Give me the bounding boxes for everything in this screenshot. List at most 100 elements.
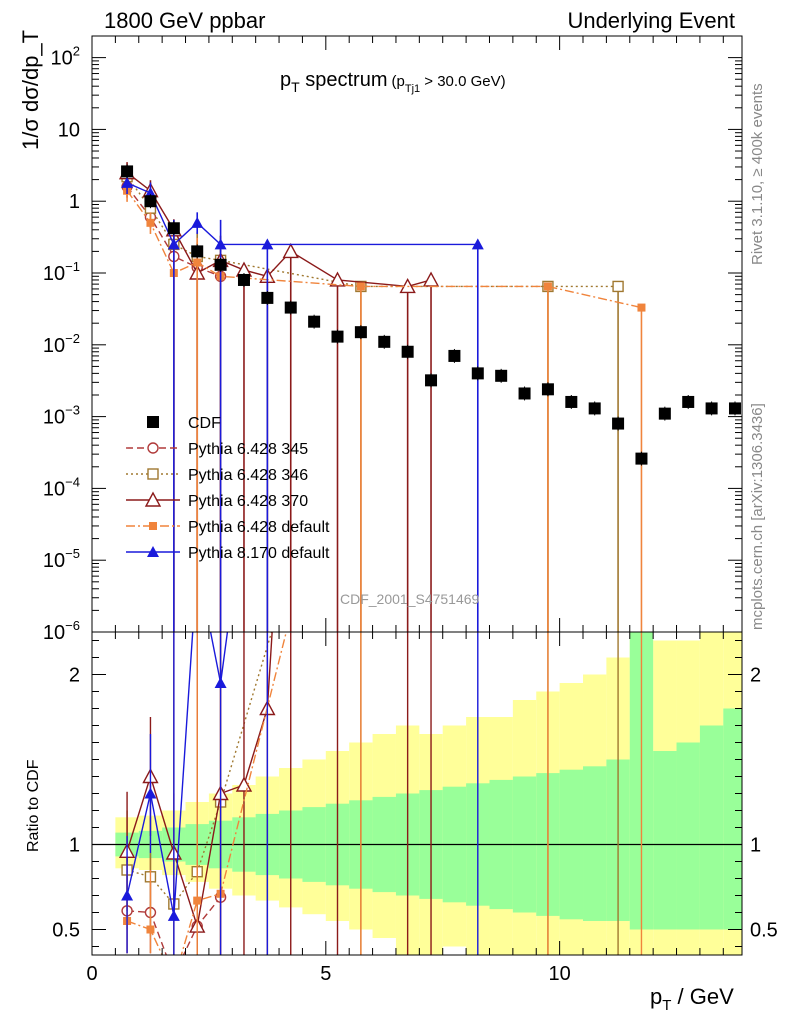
ratio-point <box>235 776 253 792</box>
legend-label: Pythia 6.428 370 <box>188 493 308 510</box>
cdf-point <box>565 395 578 408</box>
side-note-top: Rivet 3.1.10, ≥ 400k events <box>749 83 766 265</box>
y-tick-mantissa: 10 <box>43 335 65 357</box>
series-ratio-line <box>126 632 287 955</box>
ratio-tick-label-right: 0.5 <box>750 920 778 942</box>
legend-entry: Pythia 6.428 370 <box>126 491 308 510</box>
cdf-point <box>214 258 227 271</box>
legend-marker <box>149 522 157 530</box>
series-ratio-4 <box>121 632 479 955</box>
x-axis-label: pT / GeV <box>650 984 734 1014</box>
data-point <box>214 238 227 250</box>
data-point <box>282 242 299 259</box>
main-panel-frame <box>91 35 743 633</box>
data-point <box>329 271 346 287</box>
series-line <box>126 186 221 277</box>
x-tick-label: 0 <box>86 963 97 985</box>
y-tick-label: 10−3 <box>43 403 80 429</box>
data-point <box>191 216 204 228</box>
ratio-tick-label-right: 1 <box>750 835 761 857</box>
y-tick-mantissa: 10 <box>43 263 65 285</box>
ratio-band-inner <box>723 708 742 930</box>
cdf-point <box>237 273 250 286</box>
ratio-point <box>121 889 134 901</box>
data-point <box>471 238 484 250</box>
ratio-tick-label: 0.5 <box>52 920 80 942</box>
y-tick-label: 1 <box>69 191 80 213</box>
y-tick-mantissa: 10 <box>58 119 80 141</box>
series-main-4 <box>121 172 484 632</box>
legend-label: Pythia 6.428 default <box>188 519 330 536</box>
cdf-point <box>401 345 414 358</box>
ratio-point <box>144 787 157 799</box>
legend: CDF Pythia 6.428 345 Pythia 6.428 346 Pythi… <box>126 415 330 562</box>
legend-entry: Pythia 6.428 345 <box>126 441 308 458</box>
ratio-point <box>170 977 178 985</box>
data-point <box>261 238 274 250</box>
data-point <box>637 303 646 312</box>
cdf-point <box>495 369 508 382</box>
ratio-panel-series <box>118 632 643 985</box>
legend-marker <box>147 468 159 480</box>
cdf-point <box>518 387 531 400</box>
ratio-point <box>169 970 179 980</box>
y-tick-exponent: −4 <box>65 474 80 489</box>
legend-entry: Pythia 6.428 default <box>126 519 330 536</box>
y-tick-mantissa: 1 <box>69 191 80 213</box>
data-point <box>356 282 365 291</box>
cdf-point <box>331 330 344 343</box>
cdf-point <box>167 222 180 235</box>
data-point <box>422 271 440 287</box>
data-point <box>543 282 552 291</box>
series-cdf <box>121 164 741 466</box>
cdf-point <box>682 395 695 408</box>
series-line <box>126 190 642 309</box>
y-tick-exponent: −2 <box>65 331 80 346</box>
data-point <box>167 238 180 250</box>
y-tick-exponent: −6 <box>65 618 80 633</box>
data-point <box>121 176 134 188</box>
legend-label: CDF <box>188 415 221 432</box>
y-tick-exponent: 2 <box>73 44 80 59</box>
legend-label: Pythia 6.428 345 <box>188 441 308 458</box>
ratio-tick-label: 2 <box>69 665 80 687</box>
ratio-band-inner <box>583 766 607 921</box>
cdf-point <box>425 374 438 387</box>
y-tick-exponent: −3 <box>65 403 80 418</box>
y-tick-label: 10−4 <box>43 474 80 500</box>
cdf-point <box>635 452 648 465</box>
cdf-point <box>144 195 157 208</box>
y-tick-exponent: −5 <box>65 546 80 561</box>
data-point <box>146 218 155 227</box>
cdf-point <box>308 315 321 328</box>
y-axis-label: 1/σ dσ/dp_T <box>18 30 43 150</box>
legend-entry: CDF <box>147 415 221 432</box>
series-ratio-line <box>127 896 222 955</box>
x-tick-label: 5 <box>320 963 331 985</box>
cdf-point <box>448 349 461 362</box>
cdf-point <box>471 367 484 380</box>
header-left: 1800 GeV ppbar <box>104 8 265 33</box>
data-point <box>193 258 202 267</box>
cdf-point <box>612 417 625 430</box>
ratio-point <box>146 925 155 934</box>
cdf-point <box>191 245 204 258</box>
y-tick-label: 10−5 <box>43 546 80 572</box>
cdf-point <box>261 291 274 304</box>
analysis-watermark: CDF_2001_S4751469 <box>340 591 480 607</box>
cdf-point <box>541 383 554 396</box>
y-tick-mantissa: 10 <box>51 48 73 70</box>
y-tick-label: 10 <box>58 119 80 141</box>
ratio-tick-label: 1 <box>69 835 80 857</box>
legend-marker <box>147 416 159 428</box>
legend-marker <box>147 546 159 557</box>
legend-entry: Pythia 6.428 346 <box>126 467 308 484</box>
ratio-tick-label-right: 2 <box>750 665 761 687</box>
legend-entry: Pythia 8.170 default <box>126 545 330 562</box>
ratio-bands <box>92 632 742 955</box>
y-tick-label: 102 <box>51 44 80 70</box>
ratio-band-inner <box>653 751 677 930</box>
y-tick-label: 10−1 <box>43 259 80 285</box>
